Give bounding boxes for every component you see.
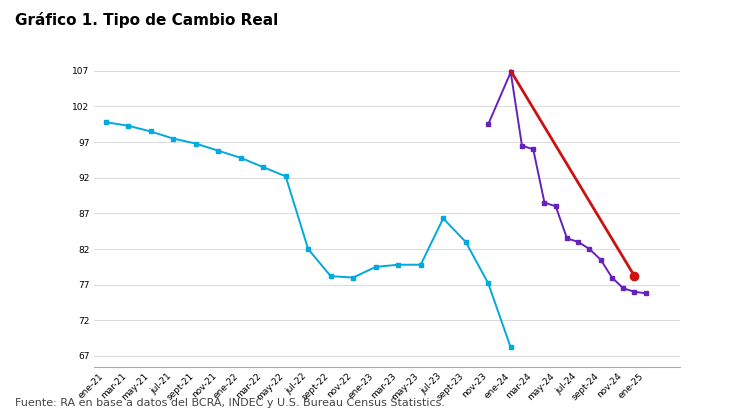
Text: Fuente: RA en base a datos del BCRA, INDEC y U.S. Bureau Census Statistics.: Fuente: RA en base a datos del BCRA, IND… [15, 398, 445, 408]
Text: Gráfico 1. Tipo de Cambio Real: Gráfico 1. Tipo de Cambio Real [15, 12, 279, 28]
